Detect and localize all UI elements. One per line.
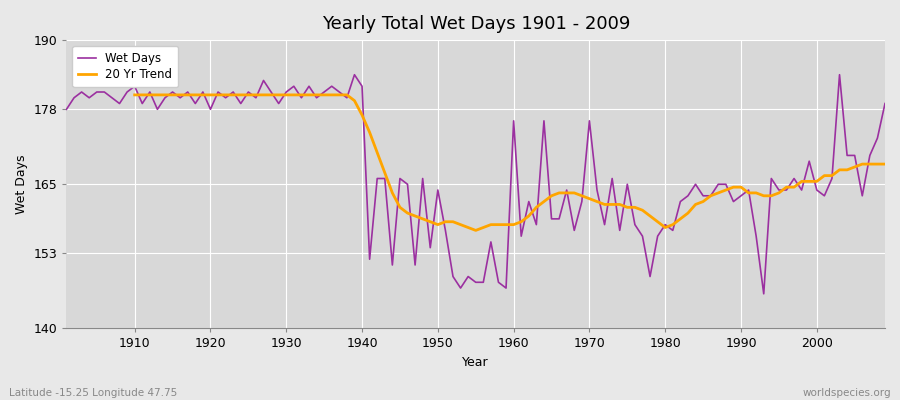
- Wet Days: [508, 118, 519, 123]
- X-axis label: Year: Year: [463, 356, 489, 369]
- 20 Yr Trend: [850, 164, 860, 169]
- 20 Yr Trend: [303, 92, 314, 97]
- 20 Yr Trend: [471, 228, 482, 233]
- Wet Days: [349, 72, 360, 77]
- Line: 20 Yr Trend: 20 Yr Trend: [135, 95, 885, 230]
- Text: worldspecies.org: worldspecies.org: [803, 388, 891, 398]
- Wet Days: [516, 234, 526, 238]
- Title: Yearly Total Wet Days 1901 - 2009: Yearly Total Wet Days 1901 - 2009: [321, 15, 630, 33]
- Wet Days: [759, 292, 769, 296]
- 20 Yr Trend: [524, 214, 535, 218]
- Text: Latitude -15.25 Longitude 47.75: Latitude -15.25 Longitude 47.75: [9, 388, 177, 398]
- Wet Days: [61, 107, 72, 112]
- Wet Days: [122, 90, 132, 94]
- Y-axis label: Wet Days: Wet Days: [15, 154, 28, 214]
- Wet Days: [288, 84, 299, 89]
- 20 Yr Trend: [879, 162, 890, 166]
- Wet Days: [879, 101, 890, 106]
- 20 Yr Trend: [584, 196, 595, 201]
- Wet Days: [334, 90, 345, 94]
- 20 Yr Trend: [826, 173, 837, 178]
- Wet Days: [607, 176, 617, 181]
- Line: Wet Days: Wet Days: [67, 75, 885, 294]
- Legend: Wet Days, 20 Yr Trend: Wet Days, 20 Yr Trend: [72, 46, 178, 87]
- 20 Yr Trend: [274, 92, 284, 97]
- 20 Yr Trend: [130, 92, 140, 97]
